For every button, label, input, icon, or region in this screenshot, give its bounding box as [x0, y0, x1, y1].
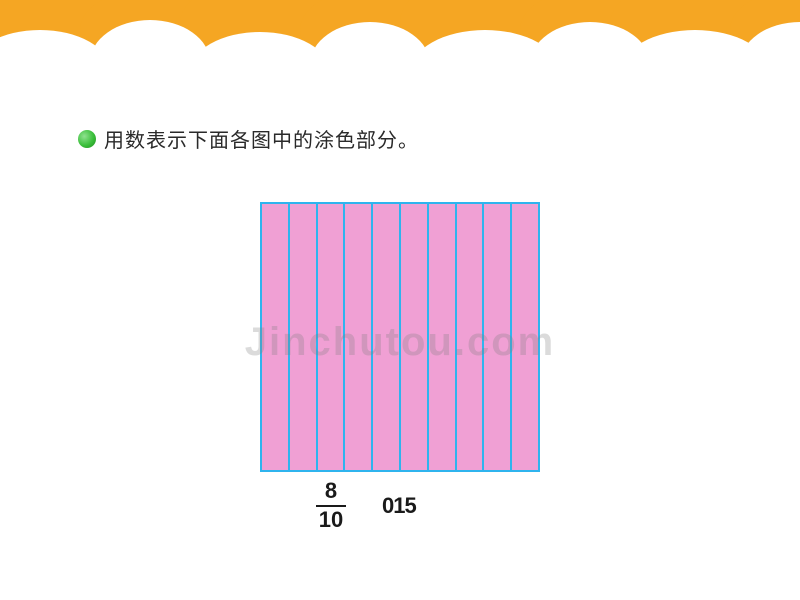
grid-column [510, 204, 540, 470]
cloud-cut [190, 32, 330, 112]
grid-column [288, 204, 316, 470]
grid-column [455, 204, 483, 470]
figure [260, 202, 540, 472]
fraction-denominator: 10 [319, 509, 343, 531]
grid-column [343, 204, 371, 470]
grid-column [399, 204, 427, 470]
grid-column [371, 204, 399, 470]
labels-row: 8 10 015 [316, 480, 416, 531]
grid-column [482, 204, 510, 470]
instruction-text: 用数表示下面各图中的涂色部分。 [104, 124, 419, 153]
grid-column [260, 204, 288, 470]
grid-box [260, 202, 540, 472]
instruction-row: 用数表示下面各图中的涂色部分。 [78, 124, 419, 153]
fraction-label: 8 10 [316, 480, 346, 531]
grid-column [316, 204, 344, 470]
fraction-numerator: 8 [325, 480, 337, 503]
bullet-icon [78, 130, 96, 148]
grid-column [427, 204, 455, 470]
header-cloud-band [0, 0, 800, 90]
decimal-label: 015 [382, 493, 416, 519]
